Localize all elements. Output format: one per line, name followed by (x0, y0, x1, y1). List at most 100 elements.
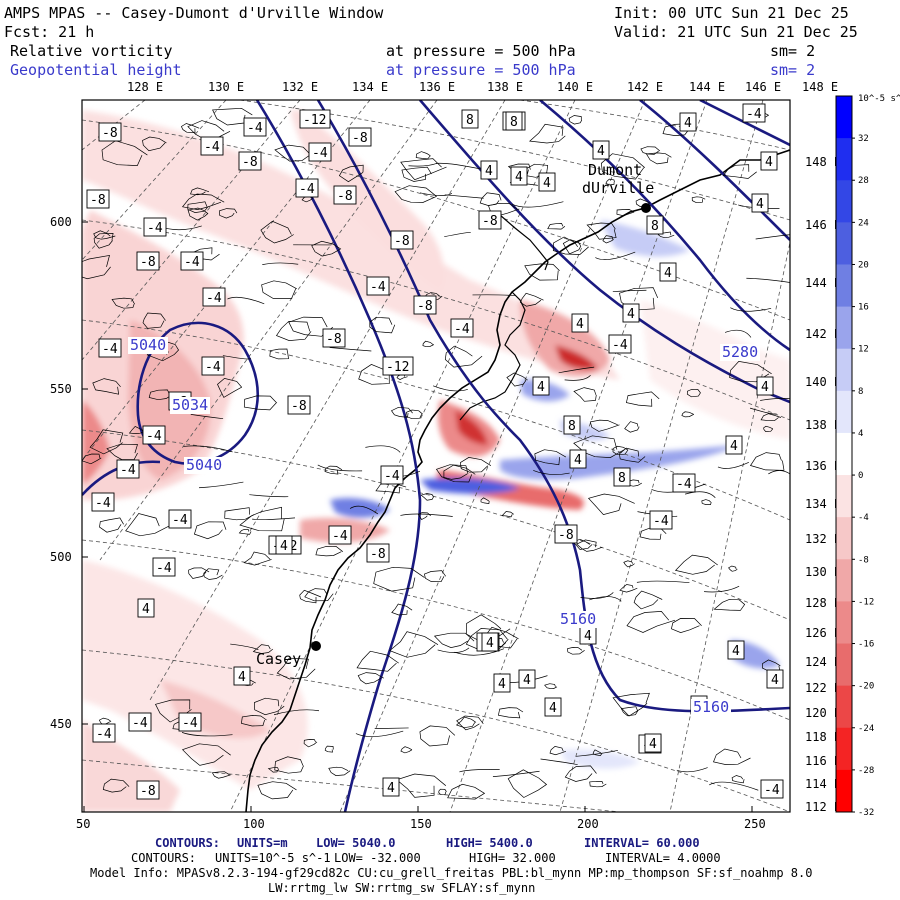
vorticity-label-box (725, 435, 743, 455)
vorticity-contour (684, 491, 716, 498)
casey-station-marker (311, 641, 321, 651)
right-lon-label: 116 E (805, 754, 841, 768)
dumont-label-line1: Dumont (588, 161, 642, 179)
vorticity-contour (369, 316, 396, 334)
vorticity-label: -12 (303, 113, 326, 128)
colorbar-swatch (836, 769, 852, 813)
vorticity-contour (511, 201, 564, 208)
vorticity-label-box (481, 632, 499, 652)
vorticity-contours (82, 107, 790, 800)
vorticity-contour (709, 781, 759, 791)
colorbar-swatch (836, 559, 852, 602)
vorticity-label: 4 (584, 629, 592, 644)
right-lon-label: 140 E (805, 375, 841, 389)
vorticity-label-box (92, 723, 116, 743)
vorticity-label-box (200, 136, 224, 156)
vorticity-contour (586, 222, 617, 240)
vorticity-contour (324, 465, 343, 475)
colorbar-swatch (836, 601, 852, 645)
vorticity-label: 4 (515, 170, 523, 185)
vorticity-contour (670, 618, 702, 633)
colorbar-label: 24 (858, 218, 869, 228)
vorticity-contour (704, 585, 740, 593)
vorticity-label-box (308, 142, 332, 162)
dumont-durville-marker (641, 203, 651, 213)
vorticity-contour (303, 739, 318, 748)
vorticity-contour (455, 716, 477, 729)
height-label: 5040 (186, 456, 222, 474)
vorticity-label-box (136, 251, 160, 271)
vorticity-contour (447, 783, 486, 800)
vorticity-label-box (544, 697, 562, 717)
vorticity-label-box (98, 122, 122, 142)
vorticity-label: 4 (597, 144, 605, 159)
vorticity-contour (444, 194, 484, 199)
vorticity-contour (417, 512, 431, 520)
vorticity-label: -4 (676, 477, 692, 492)
colorbar-label: -20 (858, 682, 874, 692)
vorticity-contour (98, 717, 112, 726)
vorticity-label: 4 (387, 781, 395, 796)
vorticity-label-box (493, 673, 511, 693)
vorticity-contour (573, 435, 625, 458)
vorticity-contour (580, 592, 614, 599)
vorticity-label-box (322, 328, 346, 348)
vorticity-label: -4 (612, 338, 628, 353)
vorticity-label-box (554, 524, 578, 544)
vorticity-contour (755, 234, 790, 240)
longitude-line (559, 100, 764, 812)
vorticity-contour (605, 178, 615, 186)
vorticity-label-box (505, 111, 523, 131)
vorticity-contour (423, 570, 446, 583)
vorticity-contour (408, 163, 438, 167)
height-contours (82, 100, 790, 812)
vorticity-label: -8 (242, 155, 258, 170)
vorticity-label-box (646, 215, 664, 235)
vorticity-label-box (382, 777, 400, 797)
vorticity-contour (547, 223, 566, 230)
top-lon-label: 132 E (282, 80, 318, 94)
colorbar-swatch (836, 727, 852, 771)
vorticity-contour (488, 202, 520, 217)
vorticity-label-box (299, 109, 331, 129)
vorticity-contour (261, 280, 297, 299)
vorticity-contour (619, 447, 646, 463)
colorbar-swatch (836, 222, 852, 265)
vorticity-contour (691, 196, 706, 204)
footer-height-high: HIGH= 5400.0 (446, 836, 533, 850)
vorticity-contour (674, 554, 718, 575)
vorticity-label: -4 (204, 140, 220, 155)
vorticity-contour (589, 419, 620, 432)
vorticity-label: -4 (764, 783, 780, 798)
footer-height-low: LOW= 5040.0 (316, 836, 396, 850)
vorticity-label-box (644, 733, 662, 753)
colorbar-label: -4 (858, 513, 869, 523)
vorticity-contour (187, 201, 209, 213)
vorticity-label: -8 (394, 234, 410, 249)
vorticity-label: -8 (291, 399, 307, 414)
vorticity-label: -4 (95, 496, 111, 511)
vorticity-label: -8 (417, 299, 433, 314)
field2-name: Geopotential height (10, 61, 182, 79)
vorticity-contour (595, 251, 636, 260)
vorticity-label-box (613, 467, 631, 487)
vorticity-label: -8 (140, 255, 156, 270)
height-label-bg (720, 344, 760, 361)
right-lon-label: 126 E (805, 626, 841, 640)
vorticity-label: 4 (576, 317, 584, 332)
colorbar-swatch (836, 180, 852, 223)
colorbar-label: -24 (858, 724, 874, 734)
plot-frame (81, 99, 791, 813)
left-axis: 600 550 500 450 (50, 215, 88, 731)
vorticity-label: -4 (156, 561, 172, 576)
vorticity-contour (454, 648, 505, 656)
vorticity-contour (480, 497, 490, 504)
latitude-line (82, 539, 790, 721)
colorbar-label: 20 (858, 260, 869, 270)
vorticity-label-box (760, 151, 778, 171)
vorticity-label: -8 (140, 784, 156, 799)
right-lon-label: 132 E (805, 532, 841, 546)
vorticity-contour (356, 650, 399, 672)
colorbar-label: 32 (858, 134, 869, 144)
vorticity-label-box (233, 666, 251, 686)
